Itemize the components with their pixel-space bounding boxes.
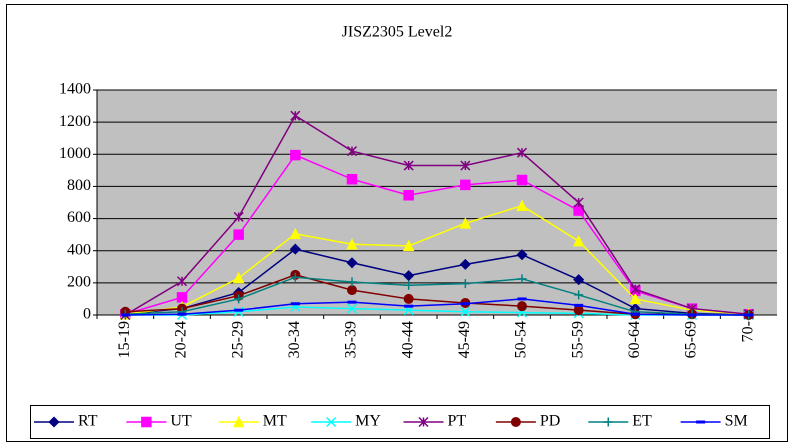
marker [402,239,415,252]
marker [403,160,414,171]
x-tick-label: 30-34 [286,321,303,358]
plot-area [97,90,777,315]
marker [574,290,584,300]
legend-marker [48,416,60,428]
y-tick-label: 1000 [59,145,91,162]
marker [347,277,357,287]
y-tick-label: 1400 [59,81,91,98]
marker [573,305,584,316]
marker [460,279,470,289]
marker [516,174,528,186]
y-tick-label: 0 [83,306,91,323]
y-tick-label: 600 [67,209,91,226]
marker [517,274,527,284]
marker [572,234,585,247]
marker [290,110,301,121]
x-tick-label: 60-64 [626,321,643,358]
marker [573,197,584,208]
marker [460,179,471,191]
marker [346,257,358,269]
legend-marker [418,416,429,428]
legend-label: PD [540,413,560,430]
y-tick-label: 1200 [59,113,91,130]
legend-label: ET [632,413,652,430]
chart-title: JISZ2305 Level2 [342,24,453,41]
series-line [125,248,749,316]
marker [459,258,471,270]
marker [459,217,472,229]
series-line [125,154,749,315]
marker [234,294,244,304]
marker [517,301,527,312]
marker [176,292,188,303]
x-tick-label: 70- [739,321,756,342]
marker [347,285,357,296]
marker [290,149,301,161]
series-line [124,114,749,316]
x-tick-label: 45-49 [456,321,473,358]
marker [176,276,188,287]
marker [404,280,414,290]
marker [460,160,471,171]
x-tick-label: 20-24 [173,321,190,358]
x-tick-label: 55-59 [569,321,586,358]
x-tick-label: 65-69 [683,321,700,358]
marker [290,272,300,282]
x-tick-label: 40-44 [399,321,416,358]
marker [516,249,528,261]
marker [233,211,244,222]
marker [403,190,414,201]
marker [460,306,471,317]
y-tick-label: 200 [67,274,91,291]
legend-marker [510,417,521,427]
y-tick-label: 400 [67,241,91,258]
marker [289,243,301,255]
legend-marker [141,416,152,428]
series-line [125,276,749,316]
marker [516,147,528,158]
x-tick-label: 50-54 [513,321,530,358]
legend-marker [603,417,613,427]
legend-label: MT [263,413,287,430]
series-line [125,298,749,316]
legend-marker [326,416,337,428]
marker [233,229,244,240]
legend-label: PT [448,413,467,430]
series-line [125,204,749,315]
marker [289,227,302,240]
marker [630,284,641,295]
legend-label: MY [355,413,381,430]
marker [403,293,414,304]
legend-label: RT [78,413,98,430]
marker [346,146,358,157]
marker [232,271,245,284]
marker [346,173,358,185]
y-tick-label: 800 [67,177,91,194]
marker [403,270,415,282]
marker [573,274,585,286]
marker [516,199,528,211]
marker [346,303,358,314]
x-tick-label: 25-29 [229,321,246,358]
marker [629,292,642,305]
legend-label: UT [170,413,192,430]
x-tick-label: 15-19 [116,321,133,358]
marker [346,238,358,250]
legend-label: SM [725,413,748,430]
legend-marker [233,415,245,428]
x-tick-label: 35-39 [343,321,360,358]
